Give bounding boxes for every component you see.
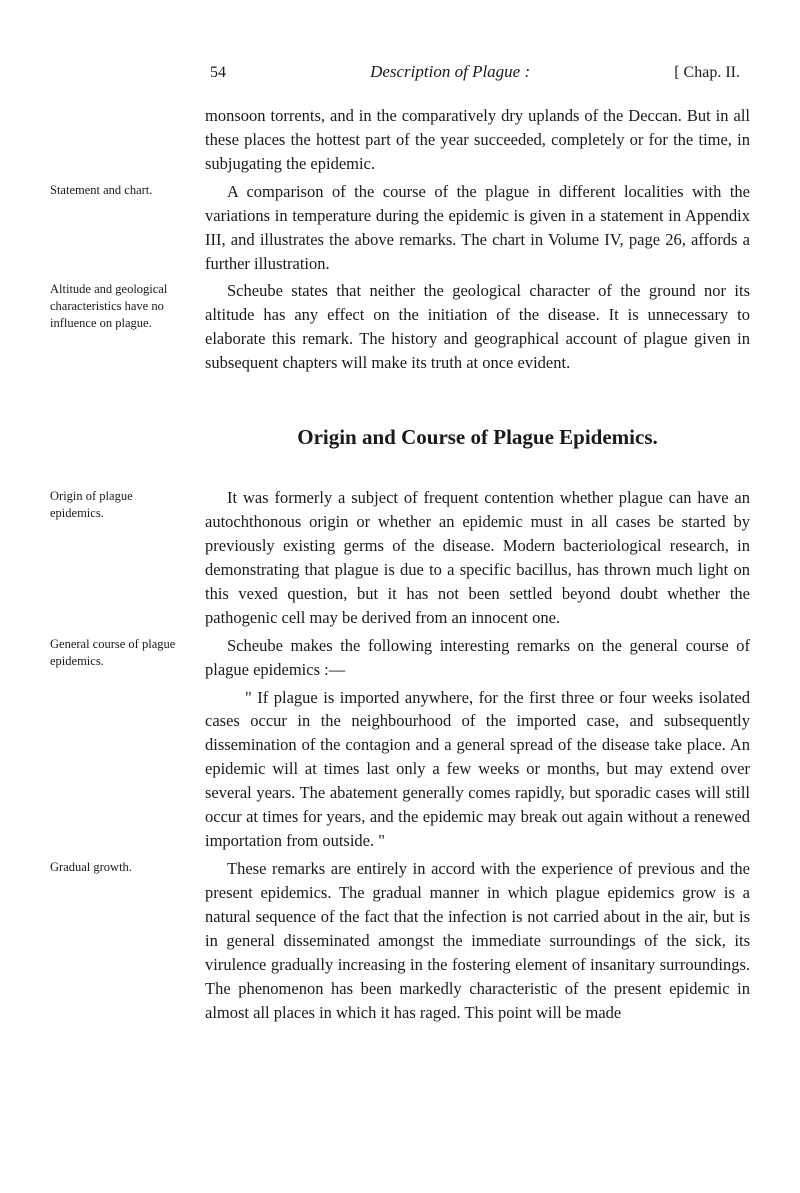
margin-note-6 [50, 686, 205, 853]
margin-note-1 [50, 104, 205, 176]
body-text-4: It was formerly a subject of frequent co… [205, 486, 750, 630]
header-title: Description of Plague : [370, 62, 530, 82]
body-text-2: A comparison of the course of the plague… [205, 180, 750, 276]
body-text-6: " If plague is imported anywhere, for th… [205, 686, 750, 853]
margin-note-3: Altitude and geological characteristics … [50, 279, 205, 375]
paragraph-row-4: Origin of plague epidemics. It was forme… [50, 486, 750, 630]
body-text-7: These remarks are entirely in accord wit… [205, 857, 750, 1024]
body-text-5: Scheube makes the following interesting … [205, 634, 750, 682]
paragraph-row-7: Gradual growth. These remarks are entire… [50, 857, 750, 1024]
margin-note-5: General course of plague epidemics. [50, 634, 205, 682]
page-number: 54 [210, 64, 226, 82]
paragraph-row-6: " If plague is imported anywhere, for th… [50, 686, 750, 853]
margin-note-2: Statement and chart. [50, 180, 205, 276]
margin-note-4: Origin of plague epidemics. [50, 486, 205, 630]
chapter-reference: [ Chap. II. [674, 64, 740, 82]
paragraph-row-2: Statement and chart. A comparison of the… [50, 180, 750, 276]
paragraph-row-3: Altitude and geological characteristics … [50, 279, 750, 375]
paragraph-row-1: monsoon torrents, and in the comparative… [50, 104, 750, 176]
body-text-1: monsoon torrents, and in the comparative… [205, 104, 750, 176]
section-heading: Origin and Course of Plague Epidemics. [50, 425, 750, 450]
page-header: 54 Description of Plague : [ Chap. II. [50, 62, 750, 82]
paragraph-row-5: General course of plague epidemics. Sche… [50, 634, 750, 682]
margin-note-7: Gradual growth. [50, 857, 205, 1024]
body-text-3: Scheube states that neither the geologic… [205, 279, 750, 375]
